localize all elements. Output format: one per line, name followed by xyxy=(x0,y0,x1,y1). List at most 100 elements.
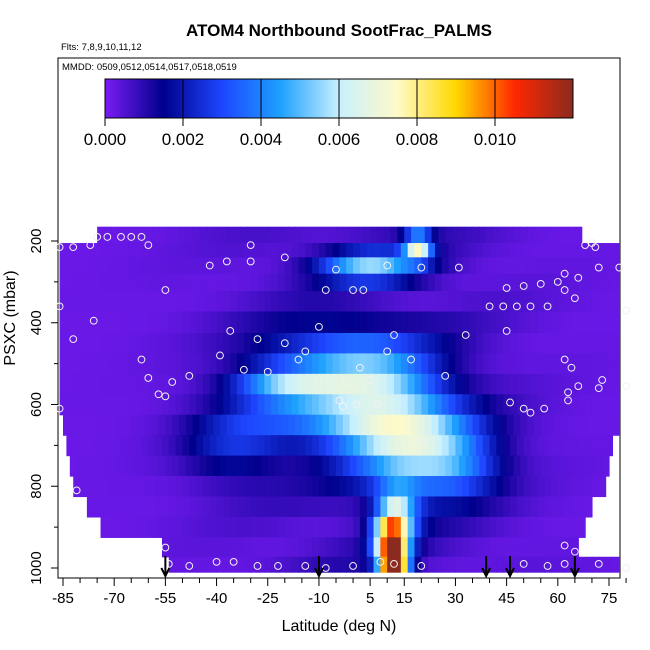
heat-cell xyxy=(209,476,218,498)
heat-cell xyxy=(339,353,347,375)
heat-cell xyxy=(380,435,388,457)
heat-cell xyxy=(312,243,320,258)
heat-cell xyxy=(359,394,368,416)
heat-cell xyxy=(86,273,95,292)
heat-cell xyxy=(469,556,477,573)
heat-cell xyxy=(434,353,443,375)
heat-cell xyxy=(216,273,224,292)
heat-cell xyxy=(376,226,385,244)
heat-cell xyxy=(301,414,310,436)
heat-cell xyxy=(619,394,620,416)
heat-cell xyxy=(605,311,614,334)
heat-cell xyxy=(387,291,395,313)
heat-cell xyxy=(516,476,525,498)
heat-cell xyxy=(571,476,579,498)
heat-cell xyxy=(59,394,68,416)
heat-cell xyxy=(533,226,542,244)
heat-cell xyxy=(585,496,593,518)
heat-cell xyxy=(496,273,504,292)
dates-note: MMDD: 0509,0512,0514,0517,0518,0519 xyxy=(62,62,237,73)
heat-cell xyxy=(516,332,525,355)
sample-point xyxy=(321,286,330,294)
heat-cell xyxy=(537,556,545,573)
heat-cell xyxy=(73,332,81,355)
heat-cell xyxy=(100,353,108,375)
heat-cell xyxy=(571,311,579,334)
heat-cell xyxy=(431,414,439,436)
heat-cell xyxy=(489,537,497,558)
heat-cell xyxy=(80,394,88,416)
heat-cell xyxy=(318,496,327,518)
heat-cell xyxy=(445,414,453,436)
heat-cell xyxy=(434,435,443,457)
heat-cell xyxy=(469,537,477,558)
heat-cell xyxy=(564,332,573,355)
heat-cell xyxy=(264,273,272,292)
heat-cell xyxy=(544,556,552,573)
heat-cell xyxy=(370,455,378,477)
heat-cell xyxy=(455,332,463,355)
heat-cell xyxy=(196,537,204,558)
flight-arrow xyxy=(481,556,492,579)
heat-cell xyxy=(544,496,552,518)
sample-point xyxy=(294,355,303,364)
sample-point xyxy=(332,265,340,274)
heat-cell xyxy=(288,414,296,436)
heat-cell xyxy=(250,257,259,275)
heat-cell xyxy=(387,516,395,538)
heat-cell xyxy=(434,243,443,258)
heat-cell xyxy=(141,353,149,375)
heat-cell xyxy=(182,476,190,498)
heat-cell xyxy=(121,257,129,275)
heat-cell xyxy=(390,226,399,244)
heat-cell xyxy=(332,435,341,457)
heat-cell xyxy=(486,455,494,477)
heat-cell xyxy=(339,476,347,498)
y-tick-label: 600 xyxy=(28,392,45,417)
heat-cell xyxy=(585,243,593,258)
heat-cell xyxy=(110,414,119,436)
heat-cell xyxy=(475,435,484,457)
heat-cell xyxy=(455,556,463,573)
sample-point xyxy=(615,263,624,272)
heat-cell xyxy=(168,353,177,375)
heat-cell xyxy=(216,291,224,313)
heat-cell xyxy=(155,435,163,457)
heat-cell xyxy=(199,226,207,244)
heat-cell xyxy=(175,273,184,292)
heat-cell xyxy=(223,291,231,313)
heat-cell xyxy=(291,476,300,498)
heat-cell xyxy=(448,257,457,275)
heat-cell xyxy=(206,414,214,436)
heat-cell xyxy=(277,291,286,313)
heat-cell xyxy=(97,455,105,477)
heat-cell xyxy=(274,414,282,436)
heat-cell xyxy=(336,414,344,436)
heat-cell xyxy=(353,476,361,498)
heat-cell xyxy=(107,516,115,538)
heat-cell xyxy=(250,516,259,538)
heat-cell xyxy=(66,291,74,313)
heat-cell xyxy=(339,435,347,457)
heat-cell xyxy=(489,273,497,292)
heat-cell xyxy=(127,311,136,334)
heat-cell xyxy=(373,373,381,395)
heat-cell xyxy=(475,516,484,538)
heat-cell xyxy=(472,414,480,436)
heat-cell xyxy=(305,311,313,334)
heat-cell xyxy=(93,476,102,498)
heat-cell xyxy=(298,435,306,457)
heat-cell xyxy=(400,537,409,558)
heat-cell xyxy=(585,291,593,313)
heat-cell xyxy=(349,414,358,436)
heat-cell xyxy=(223,257,231,275)
heat-cell xyxy=(134,311,143,334)
heat-cell xyxy=(257,373,265,395)
heat-cell xyxy=(585,394,593,416)
heat-cell xyxy=(448,332,457,355)
heat-cell xyxy=(380,537,388,558)
heat-cell xyxy=(353,373,361,395)
heat-cell xyxy=(284,273,293,292)
heat-cell xyxy=(243,273,252,292)
heat-cell xyxy=(117,226,126,244)
